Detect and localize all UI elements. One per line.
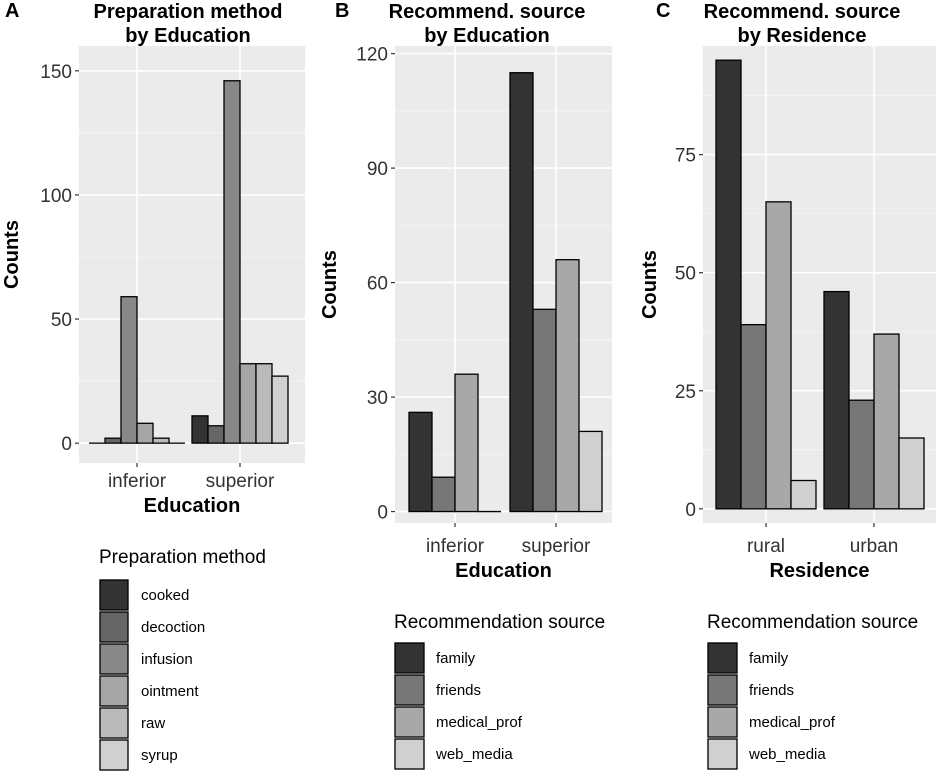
panel-letter: B [335, 0, 349, 22]
bar-inferior-family [408, 411, 433, 513]
y-tick-label: 50 [51, 310, 72, 331]
bar-rural-family [715, 59, 742, 510]
y-tick-label: 150 [40, 62, 72, 83]
y-axis-label: Counts [639, 250, 661, 319]
x-tick-label: superior [522, 536, 591, 557]
legend-label-decoction: decoction [141, 619, 205, 636]
x-axis-label: Education [455, 560, 552, 582]
legend: Recommendation source family friends medica… [394, 612, 605, 770]
bar-inferior-decoction [104, 437, 122, 444]
bar-superior-medical_prof [555, 259, 580, 513]
bar-inferior-raw [152, 437, 170, 444]
x-tick-label: inferior [426, 536, 485, 557]
panel-letter: C [656, 0, 670, 22]
bar-rural-web_media [790, 479, 817, 510]
y-tick-label: 100 [40, 186, 72, 207]
legend-label-syrup: syrup [141, 747, 178, 764]
bar-inferior-ointment [136, 422, 154, 444]
panel-letter: A [5, 0, 19, 22]
y-axis-label: Counts [1, 220, 23, 289]
bar-urban-web_media [898, 437, 925, 510]
legend-swatch-web_media [394, 738, 425, 770]
bar-inferior-infusion [120, 296, 138, 444]
legend: Preparation method cooked decoction infusio… [99, 547, 266, 771]
bar-superior-infusion [223, 80, 241, 444]
y-axis-label: Counts [319, 250, 341, 319]
legend-swatch-friends [707, 674, 738, 706]
legend-label-ointment: ointment [141, 683, 199, 700]
legend-label-friends: friends [749, 682, 794, 699]
bar-inferior-medical_prof [454, 373, 479, 513]
bar-urban-family [823, 290, 850, 510]
y-tick-label: 90 [367, 159, 388, 180]
y-tick-label: 30 [367, 388, 388, 409]
legend-swatch-web_media [707, 738, 738, 770]
bar-superior-family [509, 72, 534, 513]
bar-superior-syrup [271, 375, 289, 444]
bar-inferior-friends [431, 476, 456, 513]
bar-superior-decoction [207, 425, 225, 444]
legend-label-infusion: infusion [141, 651, 193, 668]
bar-superior-raw [255, 363, 273, 444]
legend-label-friends: friends [436, 682, 481, 699]
bar-urban-friends [848, 399, 875, 510]
x-axis-label: Residence [769, 560, 869, 582]
y-tick-label: 60 [367, 274, 388, 295]
y-tick-label: 0 [61, 434, 72, 455]
legend-label-web_media: web_media [435, 746, 513, 763]
y-tick-label: 120 [356, 45, 388, 66]
chart-title-line: Recommend. source [704, 1, 901, 23]
y-tick-label: 50 [675, 264, 696, 285]
bar-superior-ointment [239, 363, 257, 444]
x-tick-label: rural [747, 536, 785, 557]
bar-urban-medical_prof [873, 333, 900, 510]
bar-rural-friends [740, 323, 767, 510]
x-tick-label: superior [206, 471, 275, 492]
legend-swatch-medical_prof [394, 706, 425, 738]
bar-superior-cooked [191, 415, 209, 444]
y-tick-label: 25 [675, 382, 696, 403]
legend-title: Recommendation source [707, 612, 918, 633]
chart-title-line: by Residence [738, 25, 867, 47]
legend-swatch-family [394, 642, 425, 674]
chart-title-line: by Education [125, 25, 251, 47]
legend-swatch-decoction [99, 611, 129, 643]
legend-swatch-friends [394, 674, 425, 706]
legend-label-family: family [436, 650, 476, 667]
legend-swatch-raw [99, 707, 129, 739]
legend-swatch-ointment [99, 675, 129, 707]
legend-swatch-infusion [99, 643, 129, 675]
bar-superior-web_media [578, 430, 603, 513]
legend-swatch-family [707, 642, 738, 674]
legend-label-raw: raw [141, 715, 165, 732]
y-tick-label: 0 [685, 500, 696, 521]
legend: Recommendation source family friends medica… [707, 612, 918, 770]
chart-title-line: Preparation method [94, 1, 283, 23]
legend-label-medical_prof: medical_prof [436, 714, 523, 731]
legend-label-cooked: cooked [141, 587, 189, 604]
legend-title: Preparation method [99, 547, 266, 568]
chart-title-line: Recommend. source [389, 1, 586, 23]
legend-swatch-syrup [99, 739, 129, 771]
y-tick-label: 75 [675, 146, 696, 167]
legend-label-web_media: web_media [748, 746, 826, 763]
bar-rural-medical_prof [765, 201, 792, 510]
x-axis-label: Education [144, 495, 241, 517]
y-tick-label: 0 [377, 503, 388, 524]
x-tick-label: inferior [108, 471, 167, 492]
legend-swatch-cooked [99, 579, 129, 611]
bar-superior-friends [532, 308, 557, 513]
legend-title: Recommendation source [394, 612, 605, 633]
chart-title-line: by Education [424, 25, 550, 47]
legend-label-medical_prof: medical_prof [749, 714, 836, 731]
legend-label-family: family [749, 650, 789, 667]
legend-swatch-medical_prof [707, 706, 738, 738]
x-tick-label: urban [850, 536, 899, 557]
